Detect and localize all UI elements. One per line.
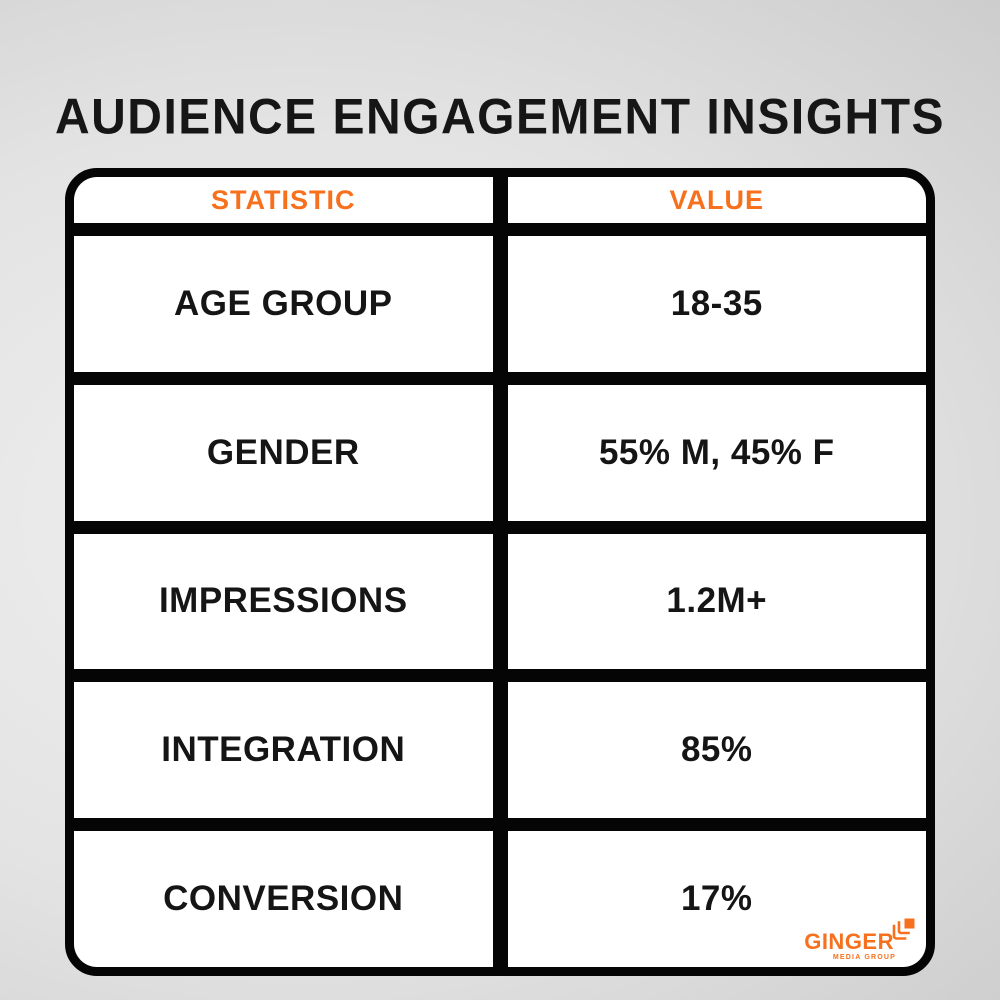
value-cell-gender: 55% M, 45% F <box>507 384 926 521</box>
statistic-cell-gender: GENDER <box>74 384 493 521</box>
ginger-logo-subtext: MEDIA GROUP <box>832 954 896 961</box>
ginger-logo-frames-icon <box>892 918 915 940</box>
ginger-media-logo: GINGER MEDIA GROUP <box>804 918 915 961</box>
statistic-cell-age-group: AGE GROUP <box>74 236 493 372</box>
statistic-cell-integration: INTEGRATION <box>74 682 493 819</box>
value-cell-impressions: 1.2M+ <box>507 533 926 670</box>
column-header-statistic: STATISTIC <box>74 177 493 223</box>
insights-table: STATISTIC VALUE AGE GROUP 18-35 GENDER 5… <box>65 168 935 976</box>
value-cell-conversion: 17% <box>507 831 926 967</box>
value-cell-integration: 85% <box>507 682 926 819</box>
statistic-cell-conversion: CONVERSION <box>74 831 493 967</box>
column-header-value: VALUE <box>507 177 926 223</box>
statistic-cell-impressions: IMPRESSIONS <box>74 533 493 670</box>
value-cell-age-group: 18-35 <box>507 236 926 372</box>
page-title: AUDIENCE ENGAGEMENT INSIGHTS <box>54 90 946 146</box>
ginger-logo-text: GINGER <box>804 929 894 954</box>
